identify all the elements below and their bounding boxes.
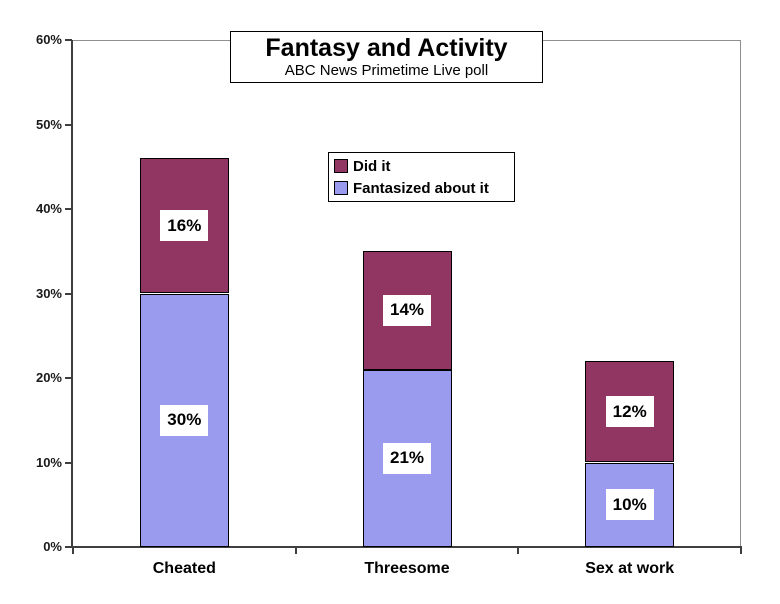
- legend: Did it Fantasized about it: [328, 152, 515, 202]
- category-label: Sex at work: [585, 560, 675, 577]
- y-tick: [65, 546, 72, 548]
- x-tick: [517, 546, 520, 554]
- y-tick-label: 60%: [35, 32, 62, 47]
- y-tick-label: 20%: [35, 370, 62, 385]
- legend-swatch-icon: [334, 159, 348, 173]
- y-tick: [65, 39, 72, 41]
- category-label: Cheated: [152, 560, 216, 577]
- data-label: 12%: [605, 396, 654, 428]
- y-tick-label: 10%: [35, 454, 62, 470]
- legend-label: Did it: [353, 157, 391, 175]
- data-label: 14%: [383, 294, 431, 326]
- x-tick: [740, 546, 742, 554]
- bar-segment: [139, 158, 229, 294]
- y-tick: [65, 123, 72, 126]
- data-label: 10%: [605, 489, 654, 521]
- y-tick: [65, 292, 72, 295]
- chart-subtitle: ABC News Primetime Live poll: [284, 61, 489, 79]
- category-label: Threesome: [364, 560, 450, 577]
- y-tick-label: 0%: [43, 539, 62, 554]
- x-tick: [294, 546, 297, 554]
- y-tick-label: 30%: [35, 285, 62, 301]
- chart-title: Fantasy and Activity: [265, 33, 508, 62]
- legend-entry: Fantasized about it: [334, 177, 514, 199]
- x-tick: [72, 546, 74, 554]
- data-label: 30%: [160, 404, 209, 436]
- y-tick: [65, 461, 72, 464]
- y-tick-label: 50%: [35, 116, 62, 132]
- chart-title-box: Fantasy and Activity ABC News Primetime …: [230, 31, 543, 83]
- x-axis-line: [71, 546, 742, 548]
- y-tick: [65, 208, 72, 210]
- legend-entry: Did it: [334, 155, 514, 177]
- y-axis-line: [71, 40, 73, 548]
- y-tick: [65, 377, 72, 379]
- legend-swatch-icon: [334, 181, 348, 195]
- y-tick-label: 40%: [35, 201, 62, 216]
- data-label: 21%: [383, 442, 431, 474]
- legend-label: Fantasized about it: [353, 179, 489, 197]
- plot-border-right: [740, 40, 741, 547]
- data-label: 16%: [160, 210, 209, 242]
